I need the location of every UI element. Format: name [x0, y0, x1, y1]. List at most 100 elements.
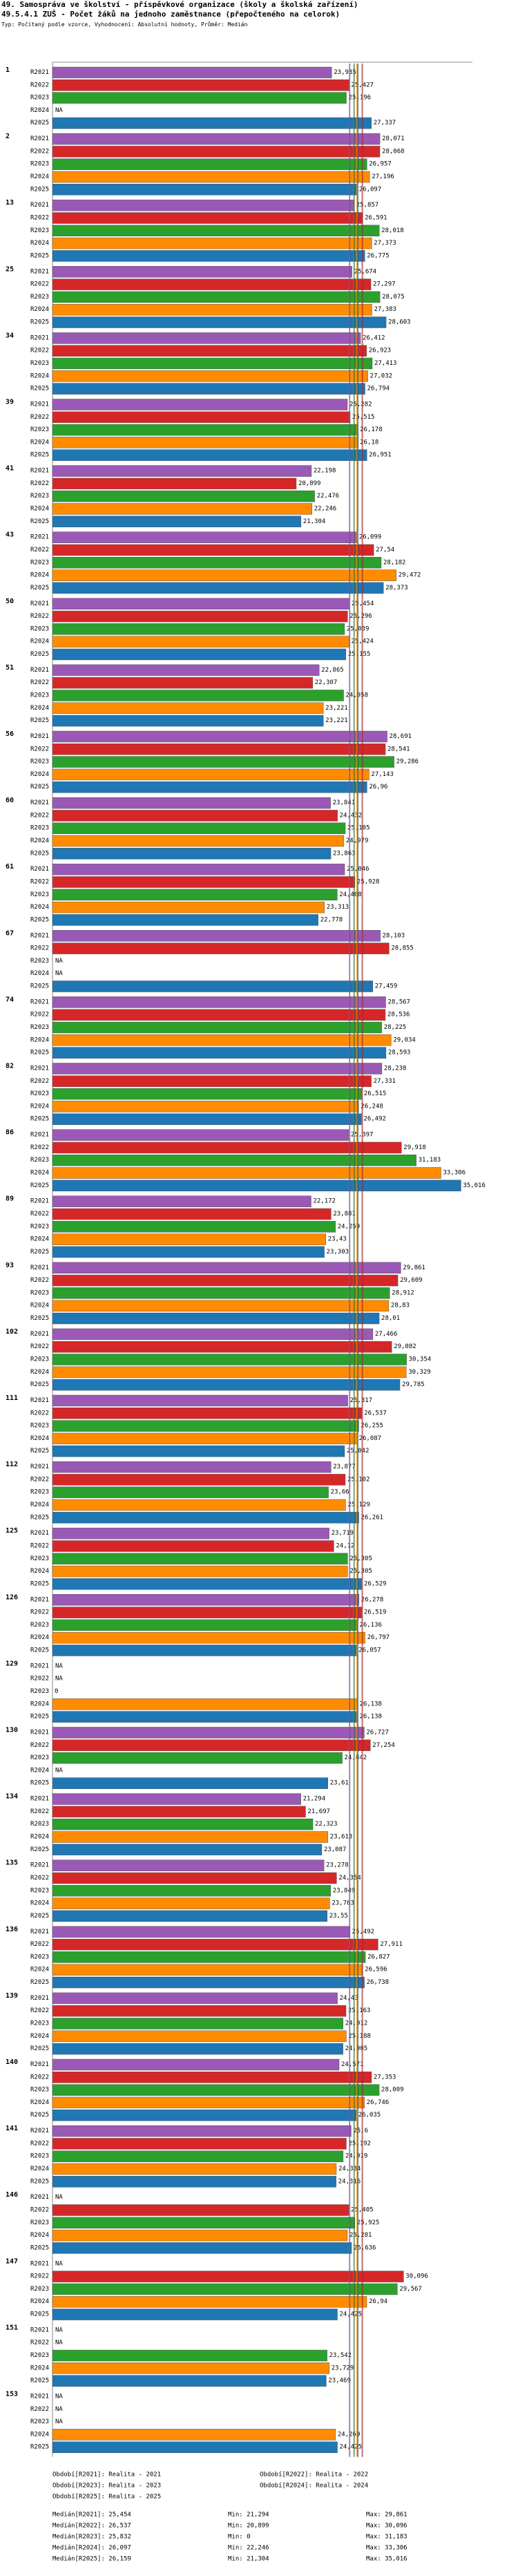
series-label: R2024	[30, 2166, 49, 2172]
bar	[52, 449, 367, 461]
bar	[52, 744, 386, 755]
series-label: R2025	[30, 252, 49, 259]
bar	[52, 212, 363, 224]
data-label: 26,96	[369, 784, 387, 790]
series-label: R2022	[30, 348, 49, 354]
bar	[52, 2176, 336, 2188]
bar	[52, 424, 358, 436]
data-label: 23,221	[325, 705, 348, 712]
series-label: R2021	[30, 1397, 49, 1404]
footer-period: Období[R2024]: Realita - 2024	[260, 2483, 368, 2490]
bar	[52, 1394, 348, 1407]
data-label: 26,957	[369, 161, 392, 168]
data-label: 23,729	[332, 2365, 354, 2371]
data-label: 24,905	[345, 2045, 368, 2052]
data-label: 28,691	[390, 733, 412, 740]
group-label: 43	[6, 531, 14, 539]
series-label: R2021	[30, 1929, 49, 1935]
data-label: 25,282	[349, 401, 372, 408]
data-label: 26,923	[369, 348, 392, 354]
series-label: R2025	[30, 2378, 49, 2385]
data-label: 25,305	[349, 1568, 372, 1575]
group-label: 61	[6, 863, 14, 871]
data-label: 28,103	[383, 932, 405, 939]
bar	[52, 2349, 327, 2362]
bar	[52, 490, 315, 502]
bar	[52, 1859, 325, 1871]
data-label: 26,18	[360, 439, 378, 446]
bar	[52, 66, 332, 79]
bar	[52, 1964, 363, 1976]
data-label: NA	[55, 2340, 63, 2347]
data-label: 28,603	[388, 319, 411, 326]
bar	[52, 544, 374, 556]
series-label: R2021	[30, 2194, 49, 2201]
footer-period: Období[R2022]: Realita - 2022	[260, 2472, 368, 2479]
group-label: 102	[6, 1328, 18, 1336]
series-label: R2022	[30, 2007, 49, 2014]
series-label: R2024	[30, 2365, 49, 2371]
data-label: 24,354	[338, 1875, 361, 1882]
data-label: NA	[55, 107, 63, 114]
series-label: R2021	[30, 2128, 49, 2134]
data-label: 26,412	[363, 334, 385, 341]
group-label: 129	[6, 1660, 18, 1667]
series-label: R2022	[30, 613, 49, 620]
series-label: R2022	[30, 215, 49, 222]
data-label: 23,087	[324, 1846, 347, 1853]
group-label: 51	[6, 664, 14, 672]
bar	[52, 1420, 359, 1432]
series-label: R2023	[30, 493, 49, 500]
data-label: 29,785	[402, 1381, 425, 1388]
data-label: 23,303	[327, 1249, 349, 1256]
data-label: 26,529	[364, 1580, 387, 1587]
series-label: R2022	[30, 2140, 49, 2147]
series-label: R2025	[30, 1580, 49, 1587]
series-label: R2021	[30, 1132, 49, 1139]
bar	[52, 1233, 326, 1245]
series-label: R2024	[30, 1170, 49, 1177]
data-label: 24,912	[345, 2020, 368, 2027]
bar	[52, 2283, 398, 2295]
series-label: R2025	[30, 850, 49, 857]
data-label: 25,192	[348, 2140, 371, 2147]
data-label: 26,951	[369, 452, 392, 459]
group-label: 74	[6, 996, 14, 1003]
data-label: 26,596	[365, 1967, 387, 1973]
data-label: 25,427	[351, 82, 374, 88]
bar	[52, 357, 373, 370]
bar	[52, 383, 365, 395]
series-label: R2024	[30, 1701, 49, 1707]
data-label: 28,536	[387, 1012, 410, 1019]
bar	[52, 1047, 387, 1059]
series-label: R2023	[30, 2418, 49, 2425]
data-label: 24,259	[338, 1223, 361, 1230]
series-label: R2025	[30, 2444, 49, 2451]
bar	[52, 1739, 371, 1752]
series-label: R2023	[30, 1289, 49, 1296]
data-label: 23,542	[329, 2352, 352, 2359]
series-label: R2021	[30, 2327, 49, 2333]
bar	[52, 1262, 401, 1274]
bar	[52, 676, 313, 689]
footer-period: Období[R2025]: Realita - 2025	[52, 2494, 161, 2501]
bar	[52, 1711, 358, 1723]
bar	[52, 411, 351, 424]
bar	[52, 2429, 336, 2441]
bar	[52, 1354, 407, 1365]
data-label: 26,097	[359, 186, 382, 193]
bar	[52, 756, 394, 768]
series-label: R2021	[30, 1862, 49, 1869]
series-label: R2024	[30, 2431, 49, 2438]
data-label: 0	[55, 1688, 58, 1695]
series-label: R2023	[30, 1223, 49, 1230]
data-label: 20,899	[298, 480, 321, 487]
series-label: R2021	[30, 1464, 49, 1470]
series-label: R2025	[30, 452, 49, 459]
data-label: 25,6	[353, 2128, 368, 2134]
series-label: R2021	[30, 468, 49, 475]
series-label: R2024	[30, 439, 49, 446]
data-label: 23,849	[333, 1887, 356, 1894]
data-label: 26,035	[358, 2112, 381, 2119]
bar	[52, 316, 387, 328]
